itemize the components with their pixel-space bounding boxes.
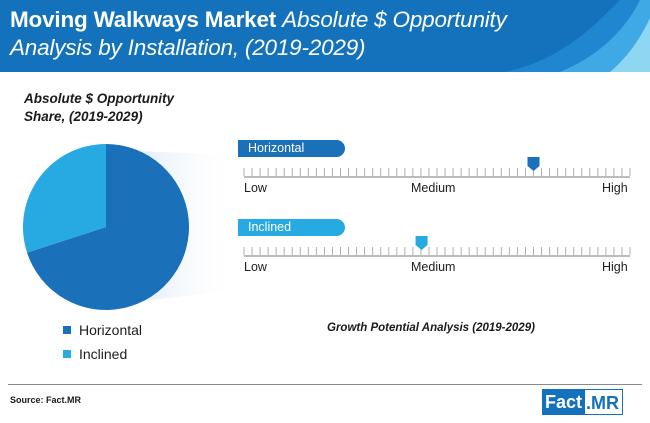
- page-title: Moving Walkways Market Absolute $ Opport…: [10, 6, 570, 62]
- pie-legend: Horizontal Inclined: [63, 319, 142, 367]
- legend-item-inclined: Inclined: [63, 343, 142, 365]
- tick-label-high-2: High: [602, 260, 628, 274]
- legend-label-horizontal: Horizontal: [79, 322, 143, 338]
- legend-swatch-horizontal: [63, 326, 71, 334]
- title-italic-1: Absolute $ Opportunity: [282, 7, 507, 32]
- factmr-logo: Fact .MR: [542, 389, 624, 415]
- title-italic-2: Analysis by Installation, (2019-2029): [10, 35, 366, 60]
- pie-chart-title: Absolute $ Opportunity Share, (2019-2029…: [24, 90, 254, 126]
- scale-pill-edge-horizontal: [238, 140, 250, 157]
- source-text: Source: Fact.MR: [10, 395, 82, 405]
- scale-marker-horizontal: [527, 157, 540, 171]
- tick-label-medium-1: Medium: [411, 181, 456, 195]
- legend-item-horizontal: Horizontal: [63, 319, 142, 341]
- header-banner: Moving Walkways Market Absolute $ Opport…: [0, 0, 650, 72]
- scale-label-inclined: Inclined: [248, 220, 292, 234]
- legend-label-inclined: Inclined: [79, 346, 128, 362]
- scale-pill-horizontal: [238, 140, 345, 157]
- tick-label-high-1: High: [602, 181, 628, 195]
- scale-marker-inclined: [415, 236, 428, 250]
- pie-title-line-2: Share, (2019-2029): [24, 109, 143, 124]
- scale-label-horizontal: Horizontal: [248, 141, 305, 155]
- pie-slice-inclined: [23, 144, 106, 253]
- logo-part-2: .MR: [584, 389, 624, 415]
- logo-part-1: Fact: [542, 389, 585, 415]
- tick-label-medium-2: Medium: [411, 260, 456, 274]
- scale-pill-inclined: [238, 219, 345, 236]
- legend-swatch-inclined: [63, 350, 71, 358]
- growth-potential-title: Growth Potential Analysis (2019-2029): [327, 322, 535, 334]
- tick-label-low-1: Low: [244, 181, 267, 195]
- tick-label-low-2: Low: [244, 260, 267, 274]
- scale-pill-edge-inclined: [238, 219, 250, 236]
- title-bold: Moving Walkways Market: [10, 7, 277, 32]
- pie-slice-horizontal: [27, 144, 190, 311]
- header-decoration: [505, 0, 650, 72]
- pie-title-line-1: Absolute $ Opportunity: [24, 91, 174, 106]
- footer-divider: [8, 384, 642, 385]
